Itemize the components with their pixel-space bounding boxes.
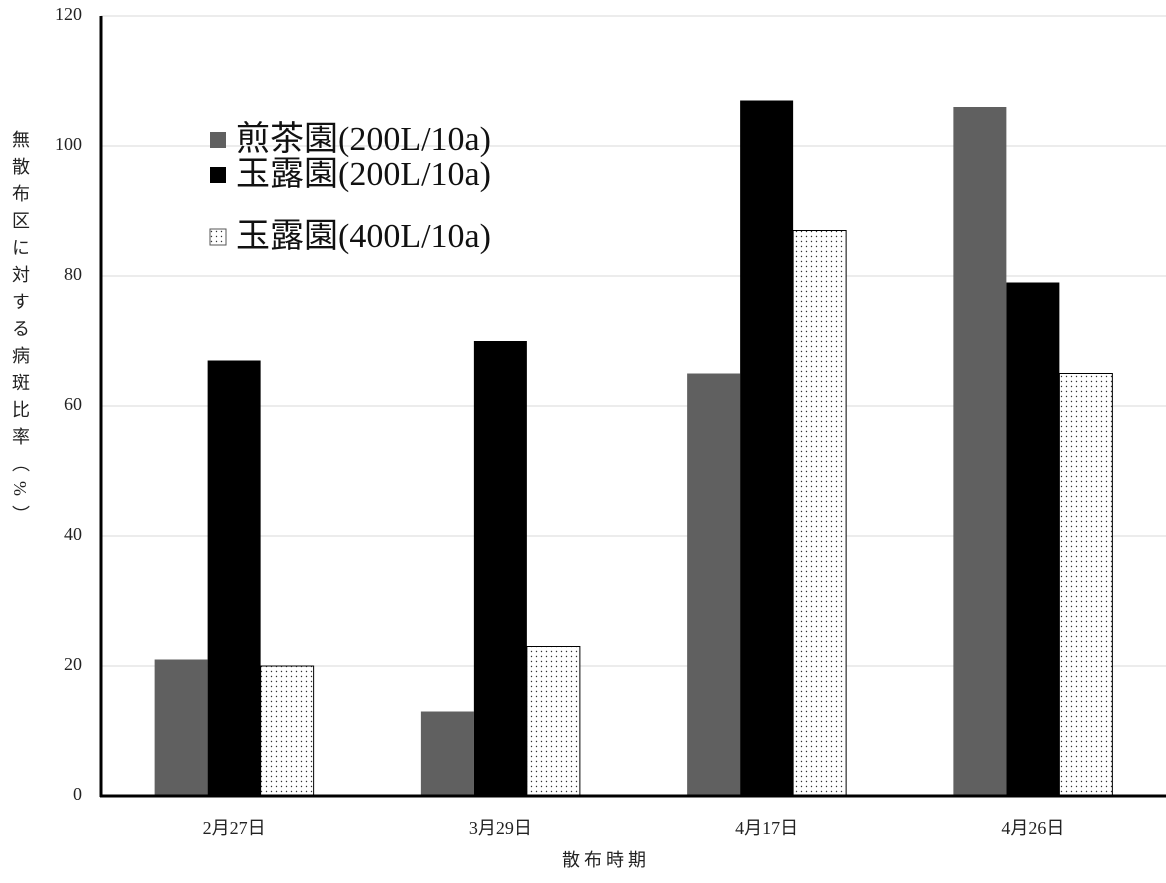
bar (473, 341, 527, 796)
legend-swatch (210, 132, 226, 148)
bar (260, 665, 315, 797)
y-tick-label: 0 (73, 784, 82, 804)
x-tick-label: 3月29日 (469, 818, 532, 838)
y-tick-label: 120 (55, 4, 82, 24)
legend-label: 玉露園(400L/10a) (236, 218, 491, 255)
bar (687, 373, 741, 796)
legend-label: 玉露園(200L/10a) (236, 156, 491, 193)
y-tick-label: 100 (55, 134, 82, 154)
legend-swatch (209, 228, 227, 246)
y-axis-label: 無散布区に対する病斑比率（%） (10, 130, 30, 532)
bar (207, 360, 261, 796)
bar (740, 100, 794, 796)
y-tick-label: 80 (64, 264, 82, 284)
bar (1006, 282, 1060, 796)
y-tick-label: 20 (64, 654, 82, 674)
y-tick-label: 40 (64, 524, 82, 544)
x-tick-label: 4月17日 (735, 818, 798, 838)
bar (953, 107, 1007, 796)
bar (420, 711, 474, 796)
x-tick-label: 2月27日 (203, 818, 266, 838)
x-axis-label: 散布時期 (562, 850, 650, 870)
bar (526, 646, 581, 797)
bar (792, 230, 847, 797)
bar (154, 659, 208, 796)
x-tick-label: 4月26日 (1001, 818, 1064, 838)
y-tick-label: 60 (64, 394, 82, 414)
bar (1058, 373, 1113, 797)
legend-label: 煎茶園(200L/10a) (236, 120, 491, 158)
legend-swatch (210, 167, 226, 183)
